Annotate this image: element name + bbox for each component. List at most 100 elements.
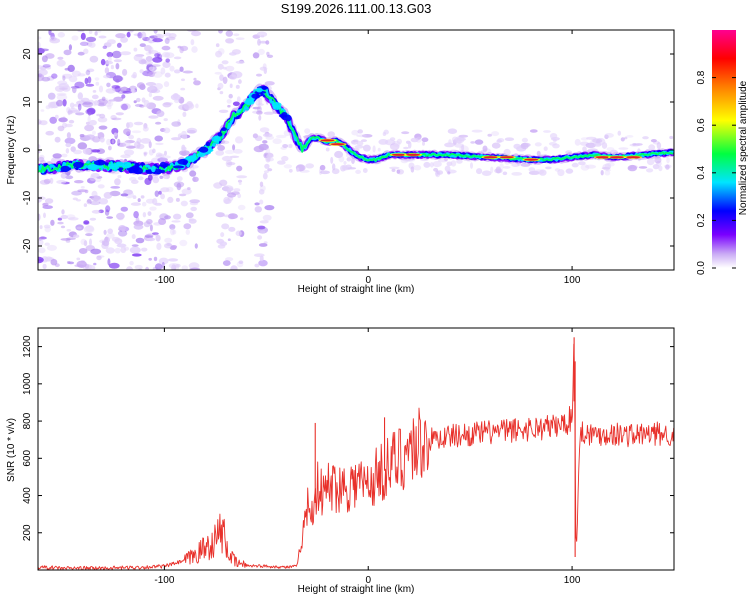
noise-speckle xyxy=(38,65,44,70)
noise-speckle xyxy=(272,138,282,145)
noise-speckle xyxy=(87,177,96,184)
noise-speckle xyxy=(87,115,91,123)
noise-speckle xyxy=(221,155,233,162)
noise-speckle xyxy=(130,202,141,206)
noise-speckle xyxy=(594,142,602,147)
noise-speckle xyxy=(550,137,560,141)
noise-speckle xyxy=(96,255,102,261)
noise-speckle xyxy=(627,164,637,172)
noise-speckle xyxy=(502,171,508,176)
noise-speckle xyxy=(235,84,240,89)
noise-speckle xyxy=(92,90,97,93)
noise-speckle xyxy=(263,68,267,74)
noise-speckle xyxy=(152,71,163,78)
noise-speckle xyxy=(80,238,87,245)
noise-speckle xyxy=(543,130,551,133)
noise-speckle xyxy=(259,199,264,205)
y-tick-label: 800 xyxy=(22,412,33,429)
noise-speckle xyxy=(156,242,162,250)
noise-speckle xyxy=(120,154,131,159)
noise-speckle xyxy=(148,71,155,77)
noise-speckle xyxy=(115,33,126,39)
noise-speckle xyxy=(48,101,56,109)
noise-speckle xyxy=(539,169,547,176)
noise-speckle xyxy=(565,168,574,174)
noise-speckle xyxy=(423,161,431,168)
noise-speckle xyxy=(259,230,266,234)
noise-speckle xyxy=(107,39,116,45)
noise-speckle xyxy=(49,177,54,184)
colorbar-tick-label: 0.4 xyxy=(696,165,707,179)
noise-speckle xyxy=(65,148,70,154)
noise-speckle xyxy=(70,106,75,110)
noise-speckle xyxy=(54,114,59,119)
noise-speckle xyxy=(607,162,615,167)
noise-speckle xyxy=(59,87,68,91)
noise-speckle xyxy=(601,142,608,149)
noise-speckle xyxy=(265,135,275,140)
noise-speckle xyxy=(319,164,326,171)
noise-speckle xyxy=(422,141,425,146)
noise-speckle xyxy=(288,143,293,149)
noise-speckle xyxy=(139,43,146,47)
noise-speckle xyxy=(237,193,242,199)
noise-speckle xyxy=(84,124,95,132)
noise-speckle xyxy=(193,80,201,86)
noise-speckle xyxy=(155,263,163,270)
noise-speckle xyxy=(650,139,657,143)
noise-speckle xyxy=(397,169,404,175)
ridge-core xyxy=(320,139,335,142)
colorbar-label: Normalized spectral amplitude xyxy=(738,80,749,215)
noise-speckle xyxy=(56,93,68,101)
noise-speckle xyxy=(181,130,187,136)
ridge-blob xyxy=(73,161,84,169)
noise-speckle xyxy=(190,206,197,212)
noise-speckle xyxy=(164,38,170,44)
noise-speckle xyxy=(41,55,48,63)
y-tick-label: 0 xyxy=(22,147,33,153)
noise-speckle xyxy=(275,134,287,139)
noise-speckle xyxy=(120,103,131,110)
noise-speckle xyxy=(47,92,56,100)
noise-speckle xyxy=(114,247,121,254)
noise-speckle xyxy=(57,80,68,86)
chart-title: S199.2026.111.00.13.G03 xyxy=(281,1,432,16)
noise-speckle xyxy=(148,257,152,261)
noise-speckle xyxy=(111,50,122,59)
noise-speckle xyxy=(227,104,231,108)
noise-speckle xyxy=(221,223,230,230)
noise-speckle xyxy=(665,164,670,170)
noise-speckle xyxy=(172,229,177,235)
noise-speckle xyxy=(123,149,135,156)
noise-speckle xyxy=(461,144,465,152)
ridge-blob xyxy=(244,107,250,111)
noise-speckle xyxy=(219,179,228,186)
noise-speckle xyxy=(76,260,87,268)
noise-speckle xyxy=(57,56,64,60)
noise-speckle xyxy=(148,92,153,98)
noise-speckle xyxy=(155,154,165,158)
noise-speckle xyxy=(499,163,504,171)
noise-speckle xyxy=(177,119,181,126)
noise-speckle xyxy=(634,143,643,146)
noise-speckle xyxy=(378,139,389,145)
noise-speckle xyxy=(68,44,72,51)
noise-speckle xyxy=(105,205,111,213)
noise-speckle xyxy=(111,117,122,121)
noise-speckle xyxy=(154,202,162,206)
noise-speckle xyxy=(49,38,61,44)
spectrogram-x-axis-label: Height of straight line (km) xyxy=(298,284,415,295)
noise-speckle xyxy=(67,64,75,72)
noise-speckle xyxy=(487,133,493,137)
noise-speckle xyxy=(65,142,72,148)
noise-speckle xyxy=(85,225,94,232)
noise-speckle xyxy=(164,243,173,249)
noise-speckle xyxy=(228,93,233,99)
noise-speckle xyxy=(305,163,315,169)
noise-speckle xyxy=(65,175,74,180)
noise-speckle xyxy=(71,190,82,196)
noise-speckle xyxy=(578,161,586,166)
noise-speckle xyxy=(39,120,48,126)
ridge-core xyxy=(330,143,345,146)
noise-speckle xyxy=(83,225,95,233)
